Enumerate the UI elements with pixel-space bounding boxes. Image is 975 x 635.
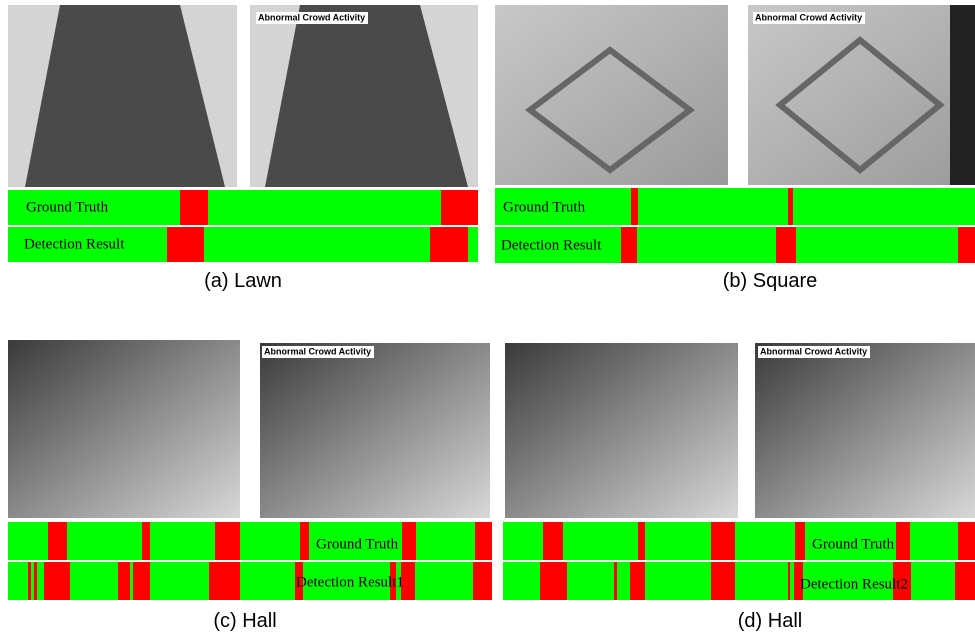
- caption: (d) Hall: [738, 610, 802, 632]
- caption: (c) Hall: [213, 610, 276, 632]
- row-label: Detection Result1: [296, 574, 404, 590]
- row-label: Ground Truth: [316, 536, 399, 552]
- caption: (a) Lawn: [204, 270, 282, 292]
- row-label: Detection Result2: [800, 576, 908, 592]
- overlay-text: Abnormal Crowd Activity: [258, 12, 365, 22]
- overlay-text: Abnormal Crowd Activity: [755, 12, 862, 22]
- caption: (b) Square: [723, 270, 818, 292]
- square-images: [495, 5, 975, 185]
- row-label: Ground Truth: [503, 199, 586, 215]
- row-label: Detection Result: [501, 237, 602, 253]
- row-label: Ground Truth: [812, 536, 895, 552]
- row-label: Ground Truth: [26, 199, 109, 215]
- hall-images: [8, 340, 975, 518]
- figure: Abnormal Crowd Activity Abnormal Crowd A…: [0, 0, 975, 635]
- overlay-text: Abnormal Crowd Activity: [264, 346, 371, 356]
- row-label: Detection Result: [24, 236, 125, 252]
- lawn-images: [8, 5, 478, 187]
- overlay-text: Abnormal Crowd Activity: [760, 346, 867, 356]
